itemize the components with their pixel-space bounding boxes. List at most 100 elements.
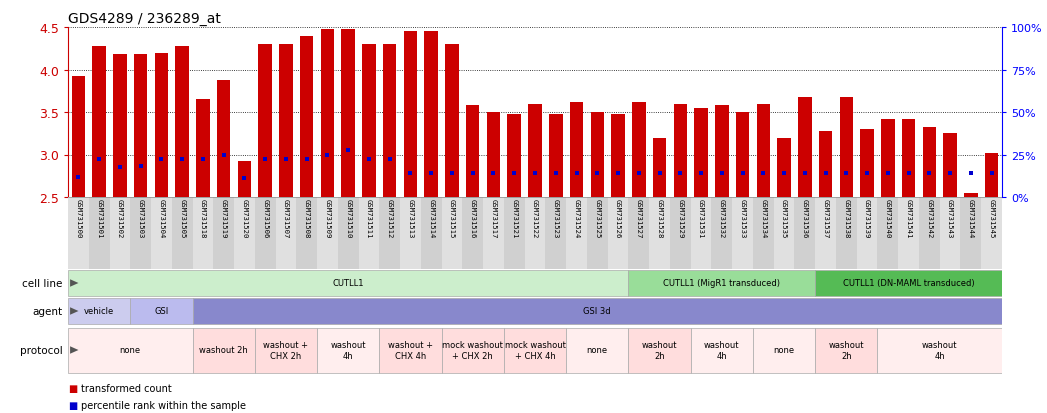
Bar [940,197,960,269]
Bar [856,197,877,269]
Bar [421,197,442,269]
Text: GSM731537: GSM731537 [823,199,828,238]
Text: none: none [586,346,608,355]
Bar [259,45,272,197]
Text: GSM731524: GSM731524 [574,199,579,238]
Bar [217,81,230,197]
Bar [110,197,130,269]
Bar [570,102,583,197]
Bar [566,197,587,269]
Text: GSM731521: GSM731521 [511,199,517,238]
Bar [92,47,106,197]
Text: GSM731542: GSM731542 [927,199,933,238]
Bar [338,197,358,269]
Text: GSM731545: GSM731545 [988,199,995,238]
Bar [113,55,127,197]
Text: GSM731534: GSM731534 [760,199,766,238]
Bar [508,114,521,197]
Bar [816,328,877,373]
Bar [591,113,604,197]
Bar [483,197,504,269]
Text: GSM731535: GSM731535 [781,199,787,238]
Bar [504,328,566,373]
Text: agent: agent [32,306,63,316]
Bar [549,114,562,197]
Text: GSM731528: GSM731528 [656,199,663,238]
Bar [981,197,1002,269]
Bar [235,197,254,269]
Bar [611,114,625,197]
Bar [317,328,379,373]
Bar [670,197,691,269]
Bar [172,197,193,269]
Bar [379,328,442,373]
Text: washout
4h: washout 4h [331,340,366,360]
Text: GSM731536: GSM731536 [802,199,808,238]
Bar [816,197,836,269]
Bar [254,197,275,269]
Text: GSM731509: GSM731509 [325,199,331,238]
Text: GSM731520: GSM731520 [242,199,247,238]
Text: GSM731517: GSM731517 [490,199,496,238]
Text: washout
4h: washout 4h [922,340,958,360]
Text: GSI 3d: GSI 3d [583,307,611,316]
Text: GSM731529: GSM731529 [677,199,684,238]
Bar [901,119,915,197]
Bar [587,197,607,269]
Bar [840,97,853,197]
Text: GSM731523: GSM731523 [553,199,559,238]
Text: mock washout
+ CHX 2h: mock washout + CHX 2h [442,340,504,360]
Text: GSM731522: GSM731522 [532,199,538,238]
Bar [798,97,811,197]
Bar [193,299,1002,324]
Bar [545,197,566,269]
Text: vehicle: vehicle [84,307,114,316]
Bar [898,197,919,269]
Text: washout
2h: washout 2h [828,340,864,360]
Bar [254,328,317,373]
Bar [358,197,379,269]
Text: washout +
CHX 4h: washout + CHX 4h [388,340,433,360]
Bar [71,77,85,197]
Bar [943,134,957,197]
Text: GSM731507: GSM731507 [283,199,289,238]
Text: GSM731516: GSM731516 [470,199,475,238]
Text: protocol: protocol [20,345,63,355]
Bar [836,197,856,269]
Bar [176,47,188,197]
Text: GSM731514: GSM731514 [428,199,435,238]
Text: GSM731515: GSM731515 [449,199,455,238]
Text: transformed count: transformed count [81,383,172,393]
Text: GSM731532: GSM731532 [719,199,725,238]
Bar [238,162,251,197]
Bar [296,197,317,269]
Text: GSM731511: GSM731511 [366,199,372,238]
Text: GSM731531: GSM731531 [698,199,704,238]
Bar [964,193,978,197]
Bar [379,197,400,269]
Bar [566,328,628,373]
Bar [628,197,649,269]
Text: GSM731538: GSM731538 [843,199,849,238]
Bar [691,197,711,269]
Bar [795,197,816,269]
Text: GSM731519: GSM731519 [221,199,226,238]
Bar [130,197,151,269]
Bar [280,45,293,197]
Text: washout
4h: washout 4h [704,340,739,360]
Bar [607,197,628,269]
Text: percentile rank within the sample: percentile rank within the sample [81,400,246,410]
Text: GSM731518: GSM731518 [200,199,206,238]
Bar [632,102,646,197]
Text: CUTLL1: CUTLL1 [333,279,364,288]
Text: CUTLL1 (MigR1 transduced): CUTLL1 (MigR1 transduced) [664,279,780,288]
Text: GDS4289 / 236289_at: GDS4289 / 236289_at [68,12,221,26]
Bar [151,197,172,269]
Text: GSM731505: GSM731505 [179,199,185,238]
Bar [628,328,691,373]
Text: washout +
CHX 2h: washout + CHX 2h [264,340,309,360]
Bar [628,271,816,296]
Text: GSM731502: GSM731502 [117,199,122,238]
Text: GSM731503: GSM731503 [137,199,143,238]
Text: washout
2h: washout 2h [642,340,677,360]
